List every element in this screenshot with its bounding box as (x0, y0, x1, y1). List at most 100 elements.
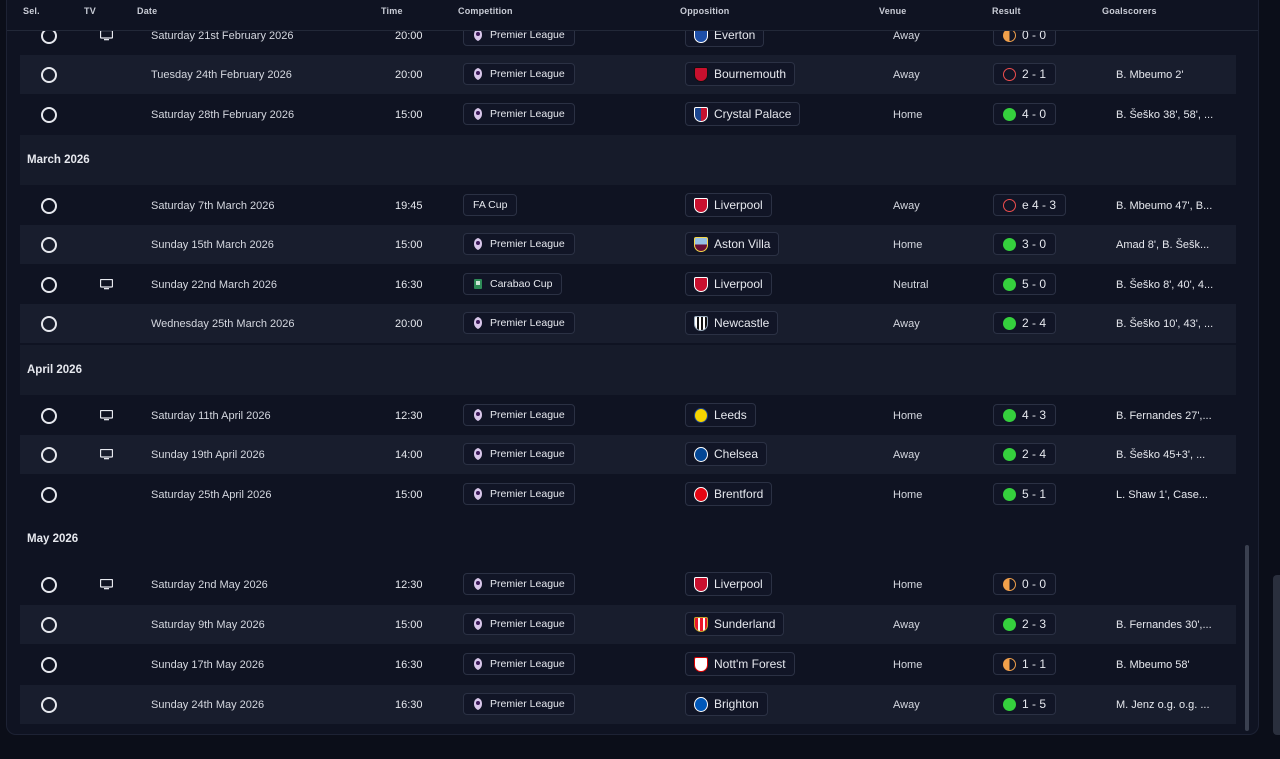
select-radio[interactable] (41, 276, 57, 293)
result-badge[interactable]: 3 - 0 (993, 233, 1057, 255)
fixture-time: 19:45 (395, 199, 423, 212)
header-opposition[interactable]: Opposition (680, 6, 730, 16)
result-badge[interactable]: 2 - 3 (993, 613, 1057, 635)
competition-label: Carabao Cup (490, 278, 553, 290)
header-time[interactable]: Time (381, 6, 403, 16)
competition-badge[interactable]: Premier League (463, 404, 575, 426)
fixture-date: Saturday 11th April 2026 (151, 409, 271, 422)
select-radio[interactable] (41, 236, 57, 253)
select-radio[interactable] (41, 446, 57, 463)
nottm-forest-crest-icon (694, 656, 708, 672)
fixture-time: 15:00 (395, 488, 423, 501)
select-radio[interactable] (41, 407, 57, 424)
fixture-row[interactable]: Sunday 17th May 2026 16:30 Premier Leagu… (20, 645, 1236, 684)
competition-badge[interactable]: Premier League (463, 573, 575, 595)
fixture-row[interactable]: Saturday 11th April 2026 12:30 Premier L… (20, 396, 1236, 435)
fixture-time: 15:00 (395, 238, 423, 251)
fixture-row[interactable]: Sunday 19th April 2026 14:00 Premier Lea… (20, 435, 1236, 474)
select-radio[interactable] (41, 486, 57, 503)
opposition-badge[interactable]: Crystal Palace (685, 102, 801, 126)
fixture-time: 16:30 (395, 658, 423, 671)
opposition-badge[interactable]: Sunderland (685, 612, 785, 636)
fixture-row[interactable]: Sunday 24th May 2026 16:30 Premier Leagu… (20, 685, 1236, 724)
opposition-badge[interactable]: Leeds (685, 403, 756, 427)
fixture-row[interactable]: Saturday 28th February 2026 15:00 Premie… (20, 95, 1236, 134)
goalscorers: B. Fernandes 27',... (1116, 409, 1212, 422)
select-radio[interactable] (41, 66, 57, 83)
result-badge[interactable]: 1 - 5 (993, 693, 1057, 715)
result-badge[interactable]: 4 - 0 (993, 103, 1057, 125)
select-radio[interactable] (41, 106, 57, 123)
select-radio[interactable] (41, 656, 57, 673)
fixture-time: 20:00 (395, 29, 423, 42)
result-badge[interactable]: 1 - 1 (993, 653, 1057, 675)
fixture-date: Saturday 7th March 2026 (151, 199, 275, 212)
opposition-badge[interactable]: Chelsea (685, 442, 768, 466)
opposition-badge[interactable]: Brighton (685, 692, 768, 716)
competition-label: FA Cup (473, 199, 508, 211)
win-indicator-icon (1003, 277, 1016, 291)
opposition-badge[interactable]: Liverpool (685, 272, 772, 296)
competition-badge[interactable]: Premier League (463, 103, 575, 125)
fixture-row[interactable]: Tuesday 24th February 2026 20:00 Premier… (20, 55, 1236, 94)
goalscorers: L. Shaw 1', Case... (1116, 488, 1208, 501)
result-badge[interactable]: 2 - 4 (993, 312, 1057, 334)
competition-label: Premier League (490, 488, 565, 500)
competition-badge[interactable]: Premier League (463, 653, 575, 675)
goalscorers: Amad 8', B. Šešk... (1116, 238, 1210, 251)
result-badge[interactable]: e 4 - 3 (993, 194, 1067, 216)
result-badge[interactable]: 5 - 0 (993, 273, 1057, 295)
header-goalscorers[interactable]: Goalscorers (1102, 6, 1157, 16)
opposition-label: Aston Villa (714, 237, 771, 251)
opposition-badge[interactable]: Aston Villa (685, 232, 780, 256)
select-radio[interactable] (41, 616, 57, 633)
select-radio[interactable] (41, 696, 57, 713)
opposition-badge[interactable]: Liverpool (685, 572, 772, 596)
opposition-badge[interactable]: Newcastle (685, 311, 779, 335)
fixtures-list: March 2026 April 2026 May 2026 Saturday … (7, 0, 1258, 734)
competition-badge[interactable]: Premier League (463, 63, 575, 85)
header-result[interactable]: Result (992, 6, 1021, 16)
fixture-row[interactable]: Sunday 15th March 2026 15:00 Premier Lea… (20, 225, 1236, 264)
opposition-badge[interactable]: Liverpool (685, 193, 772, 217)
competition-badge[interactable]: Carabao Cup (463, 273, 563, 295)
fixture-row[interactable]: Saturday 9th May 2026 15:00 Premier Leag… (20, 605, 1236, 644)
fixture-venue: Away (893, 448, 920, 461)
month-heading-may: May 2026 (27, 533, 79, 545)
competition-badge[interactable]: Premier League (463, 693, 575, 715)
fixture-row[interactable]: Wednesday 25th March 2026 20:00 Premier … (20, 304, 1236, 343)
loss-indicator-icon (1003, 198, 1016, 212)
opposition-badge[interactable]: Nott'm Forest (685, 652, 795, 676)
competition-badge[interactable]: Premier League (463, 443, 575, 465)
select-radio[interactable] (41, 315, 57, 332)
result-badge[interactable]: 0 - 0 (993, 573, 1057, 595)
fixture-row[interactable]: Sunday 22nd March 2026 16:30 Carabao Cup… (20, 265, 1236, 304)
competition-badge[interactable]: Premier League (463, 483, 575, 505)
table-header: Sel. TV Date Time Competition Opposition… (7, 0, 1258, 31)
fixture-row[interactable]: Saturday 7th March 2026 19:45 FA Cup Liv… (20, 186, 1236, 225)
result-badge[interactable]: 5 - 1 (993, 483, 1057, 505)
header-competition[interactable]: Competition (458, 6, 513, 16)
result-badge[interactable]: 2 - 1 (993, 63, 1057, 85)
opposition-badge[interactable]: Brentford (685, 482, 773, 506)
header-tv[interactable]: TV (84, 6, 96, 16)
select-radio[interactable] (41, 197, 57, 214)
header-sel[interactable]: Sel. (23, 6, 40, 16)
header-date[interactable]: Date (137, 6, 158, 16)
competition-badge[interactable]: Premier League (463, 312, 575, 334)
fixture-venue: Away (893, 29, 920, 42)
result-badge[interactable]: 4 - 3 (993, 404, 1057, 426)
select-radio[interactable] (41, 576, 57, 593)
competition-badge[interactable]: Premier League (463, 233, 575, 255)
result-badge[interactable]: 2 - 4 (993, 443, 1057, 465)
fixture-row[interactable]: Saturday 2nd May 2026 12:30 Premier Leag… (20, 565, 1236, 604)
competition-badge[interactable]: Premier League (463, 613, 575, 635)
opposition-label: Liverpool (714, 577, 763, 591)
fixture-row[interactable]: Saturday 25th April 2026 15:00 Premier L… (20, 475, 1236, 514)
competition-badge[interactable]: FA Cup (463, 194, 518, 216)
aston-villa-crest-icon (694, 236, 708, 252)
fixture-venue: Home (893, 108, 923, 121)
header-venue[interactable]: Venue (879, 6, 907, 16)
opposition-badge[interactable]: Bournemouth (685, 62, 796, 86)
vertical-scrollbar[interactable] (1245, 545, 1249, 731)
